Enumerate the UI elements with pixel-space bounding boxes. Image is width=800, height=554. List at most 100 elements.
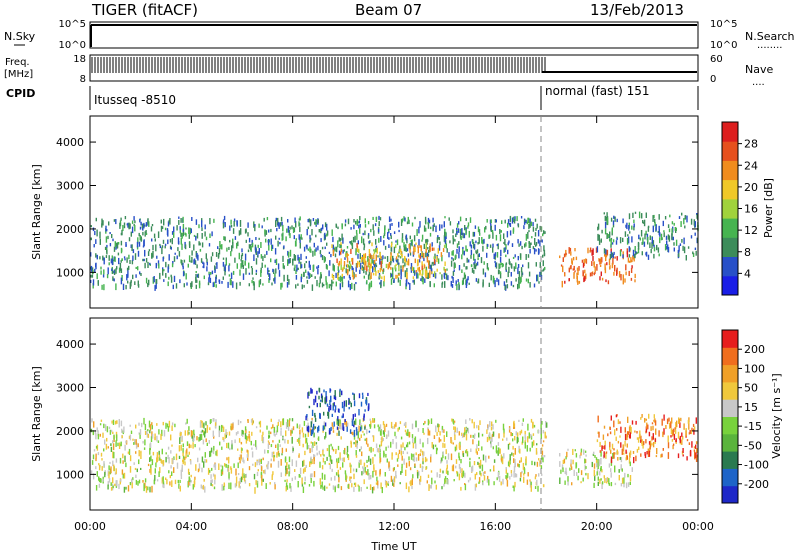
velocity-echo-cell bbox=[325, 396, 328, 402]
power-echo-cell bbox=[537, 230, 540, 237]
velocity-echo-cell bbox=[383, 452, 385, 456]
velocity-echo-cell bbox=[160, 433, 162, 440]
velocity-echo-cell bbox=[343, 450, 345, 454]
power-echo-cell bbox=[390, 242, 393, 248]
power-echo-cell bbox=[668, 228, 671, 233]
velocity-echo-cell bbox=[479, 465, 481, 469]
velocity-echo-cell bbox=[368, 473, 370, 480]
power-echo-cell bbox=[131, 226, 134, 234]
power-echo-cell bbox=[250, 266, 253, 269]
power-echo-cell bbox=[155, 262, 157, 269]
power-echo-cell bbox=[441, 255, 443, 262]
power-echo-cell bbox=[652, 225, 654, 233]
power-echo-cell bbox=[188, 241, 191, 246]
power-echo-cell bbox=[287, 250, 289, 256]
velocity-echo-cell bbox=[372, 470, 374, 478]
velocity-echo-cell bbox=[633, 457, 635, 464]
power-echo-cell bbox=[451, 275, 453, 279]
velocity-echo-cell bbox=[393, 467, 395, 471]
velocity-echo-cell bbox=[465, 433, 468, 441]
sky-left-tick-bottom: 10^0 bbox=[59, 40, 86, 51]
power-echo-cell bbox=[288, 258, 290, 264]
power-echo-cell bbox=[395, 244, 397, 249]
velocity-echo-cell bbox=[235, 482, 238, 487]
power-echo-cell bbox=[658, 253, 660, 257]
velocity-echo-cell bbox=[209, 451, 211, 458]
velocity-echo-cell bbox=[296, 439, 299, 442]
power-echo-cell bbox=[286, 228, 288, 233]
velocity-echo-cell bbox=[97, 452, 100, 456]
velocity-echo-cell bbox=[346, 445, 349, 453]
velocity-echo-cell bbox=[478, 440, 480, 446]
velocity-echo-cell bbox=[694, 451, 696, 458]
velocity-echo-cell bbox=[368, 430, 371, 433]
velocity-echo-cell bbox=[427, 428, 429, 436]
power-echo-cell bbox=[439, 224, 441, 231]
power-echo-cell bbox=[515, 262, 517, 269]
velocity-echo-cell bbox=[464, 483, 466, 485]
velocity-echo-cell bbox=[393, 482, 395, 487]
power-echo-cell bbox=[489, 244, 492, 248]
power-echo-cell bbox=[275, 220, 277, 227]
power-echo-cell bbox=[337, 272, 339, 280]
velocity-colorbar-label: -200 bbox=[744, 478, 769, 491]
power-echo-cell bbox=[518, 276, 520, 284]
power-echo-cell bbox=[153, 276, 155, 283]
power-echo-cell bbox=[452, 258, 455, 262]
power-echo-cell bbox=[112, 276, 114, 281]
velocity-echo-cell bbox=[185, 450, 187, 453]
velocity-echo-cell bbox=[290, 429, 292, 436]
power-echo-cell bbox=[640, 230, 643, 237]
power-echo-cell bbox=[358, 249, 360, 253]
velocity-echo-cell bbox=[227, 442, 230, 449]
velocity-echo-cell bbox=[330, 426, 332, 431]
velocity-echo-cell bbox=[285, 465, 287, 470]
velocity-echo-cell bbox=[668, 417, 670, 422]
power-echo-cell bbox=[404, 270, 406, 278]
power-echo-cell bbox=[338, 269, 340, 273]
velocity-echo-cell bbox=[361, 392, 364, 395]
power-echo-cell bbox=[476, 261, 479, 266]
power-echo-cell bbox=[115, 268, 117, 274]
power-echo-cell bbox=[151, 253, 153, 259]
velocity-echo-cell bbox=[530, 481, 532, 486]
power-echo-cell bbox=[375, 270, 377, 276]
velocity-echo-cell bbox=[620, 483, 623, 487]
velocity-echo-cell bbox=[200, 434, 203, 440]
velocity-echo-cell bbox=[352, 414, 354, 420]
power-echo-cell bbox=[240, 259, 242, 262]
power-echo-cell bbox=[406, 268, 408, 274]
power-echo-cell bbox=[390, 272, 392, 278]
power-echo-cell bbox=[306, 276, 308, 279]
velocity-echo-cell bbox=[605, 477, 608, 482]
velocity-echo-cell bbox=[373, 424, 376, 429]
power-echo-cell bbox=[197, 273, 200, 278]
velocity-echo-cell bbox=[506, 480, 509, 487]
velocity-echo-cell bbox=[145, 485, 148, 493]
velocity-echo-cell bbox=[362, 430, 364, 433]
power-echo-cell bbox=[458, 241, 460, 245]
velocity-echo-cell bbox=[648, 450, 651, 457]
power-echo-cell bbox=[543, 245, 545, 252]
velocity-echo-cell bbox=[503, 453, 505, 459]
power-echo-cell bbox=[528, 271, 531, 277]
power-echo-cell bbox=[408, 244, 410, 249]
power-echo-cell bbox=[147, 261, 149, 268]
sky-right-tick-bottom: 10^0 bbox=[710, 40, 737, 51]
velocity-echo-cell bbox=[319, 461, 321, 468]
power-echo-cell bbox=[128, 265, 130, 270]
velocity-echo-cell bbox=[398, 426, 400, 430]
power-echo-cell bbox=[379, 258, 381, 265]
power-echo-cell bbox=[483, 238, 485, 244]
velocity-echo-cell bbox=[445, 469, 448, 474]
velocity-echo-cell bbox=[337, 419, 339, 427]
velocity-echo-cell bbox=[294, 476, 296, 480]
power-echo-cell bbox=[250, 246, 252, 252]
power-echo-cell bbox=[680, 221, 682, 227]
power-echo-cell bbox=[402, 258, 404, 264]
velocity-echo-cell bbox=[362, 466, 364, 469]
power-echo-cell bbox=[330, 254, 332, 258]
power-echo-cell bbox=[298, 221, 300, 227]
power-echo-cell bbox=[474, 264, 477, 270]
velocity-echo-cell bbox=[337, 483, 340, 489]
